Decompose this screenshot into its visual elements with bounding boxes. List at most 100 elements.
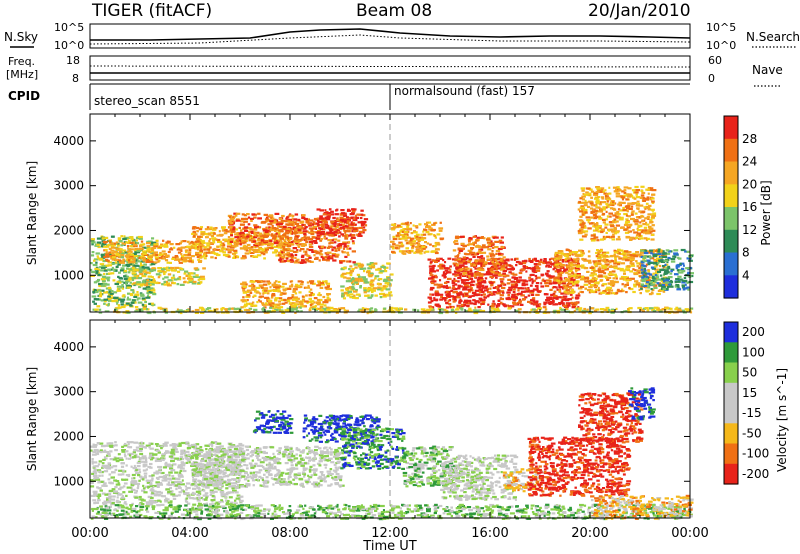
power-cell <box>123 275 126 278</box>
power-cell <box>240 282 245 285</box>
power-cell <box>116 289 122 292</box>
power-cell <box>645 289 650 292</box>
power-cell <box>590 283 594 287</box>
power-cell <box>581 189 585 192</box>
power-cell <box>186 245 192 248</box>
power-cell <box>110 257 115 260</box>
power-cell <box>103 291 108 294</box>
power-cell <box>473 302 477 306</box>
power-cell <box>479 288 483 291</box>
power-cell <box>493 293 496 296</box>
power-cell <box>446 290 449 293</box>
power-cell <box>521 260 526 263</box>
power-cell <box>142 247 145 250</box>
power-cell <box>439 267 444 270</box>
power-cell <box>176 283 180 286</box>
power-cell <box>546 264 551 267</box>
power-cell <box>220 247 224 250</box>
power-cell <box>457 284 462 287</box>
power-cell <box>289 280 292 283</box>
power-cell <box>348 216 352 220</box>
power-cell <box>434 292 440 295</box>
power-cell <box>573 301 579 304</box>
power-cell <box>203 257 207 260</box>
power-cell <box>141 254 145 257</box>
power-cell <box>560 252 565 255</box>
power-cell <box>304 238 308 241</box>
power-cell <box>277 280 281 284</box>
power-cell <box>148 272 151 275</box>
power-cell <box>628 207 633 210</box>
power-cell <box>91 295 97 298</box>
power-cell <box>272 251 277 254</box>
power-cell <box>338 220 343 223</box>
power-cell <box>282 282 287 285</box>
power-cell <box>567 273 571 276</box>
power-cell <box>149 281 155 284</box>
power-cell <box>276 244 279 247</box>
power-cell <box>332 222 337 225</box>
power-cell <box>228 215 232 219</box>
power-cell <box>280 241 283 244</box>
power-cell <box>311 282 316 285</box>
power-cell <box>344 237 349 240</box>
power-cell <box>277 235 283 238</box>
power-cell <box>354 214 358 217</box>
power-cell <box>260 252 264 255</box>
power-cell <box>319 217 325 220</box>
power-cell <box>356 279 360 282</box>
power-cell <box>268 301 273 304</box>
power-cell <box>255 291 260 294</box>
power-cell <box>465 293 468 296</box>
power-cell <box>423 237 427 240</box>
power-cell <box>124 274 128 277</box>
power-cell <box>162 239 165 242</box>
power-cell <box>349 213 355 216</box>
power-cell <box>518 300 522 303</box>
power-cell <box>584 287 588 290</box>
power-cell <box>268 230 272 233</box>
power-cell <box>187 256 192 259</box>
power-cell <box>254 255 259 258</box>
power-cell <box>249 291 253 294</box>
power-cell <box>676 288 682 291</box>
power-cell <box>359 267 364 270</box>
power-cell <box>635 193 638 196</box>
power-cell <box>637 207 640 210</box>
power-cell <box>357 221 362 224</box>
power-cell <box>361 221 366 224</box>
power-cell <box>353 294 356 297</box>
power-cell <box>261 280 266 283</box>
power-cell <box>658 259 663 262</box>
power-cell <box>172 282 176 285</box>
power-cell <box>301 298 306 301</box>
power-cell <box>186 249 189 252</box>
power-cell <box>687 288 690 291</box>
power-cell <box>149 284 152 287</box>
power-cell <box>162 271 167 274</box>
power-cell <box>119 261 123 264</box>
power-cell <box>166 269 170 272</box>
power-cell <box>518 279 523 282</box>
power-cell <box>347 293 350 296</box>
power-cell <box>417 245 423 248</box>
power-cell <box>582 201 587 204</box>
power-cell <box>170 266 175 270</box>
nsearch-trace <box>89 34 691 45</box>
power-cell <box>258 246 263 249</box>
power-cell <box>652 249 656 252</box>
power-cell <box>227 242 232 245</box>
power-cell <box>101 266 106 269</box>
power-cell <box>389 273 394 276</box>
power-cell <box>291 298 295 302</box>
power-cell <box>670 257 676 261</box>
power-cell <box>305 219 310 222</box>
power-cell <box>288 221 294 224</box>
power-cell <box>309 219 314 222</box>
power-cell <box>289 237 293 240</box>
freq-tick-top: 18 <box>66 54 80 67</box>
power-cell <box>383 285 389 288</box>
power-cell <box>295 243 300 246</box>
power-cell <box>392 237 398 241</box>
power-cell <box>280 291 284 295</box>
